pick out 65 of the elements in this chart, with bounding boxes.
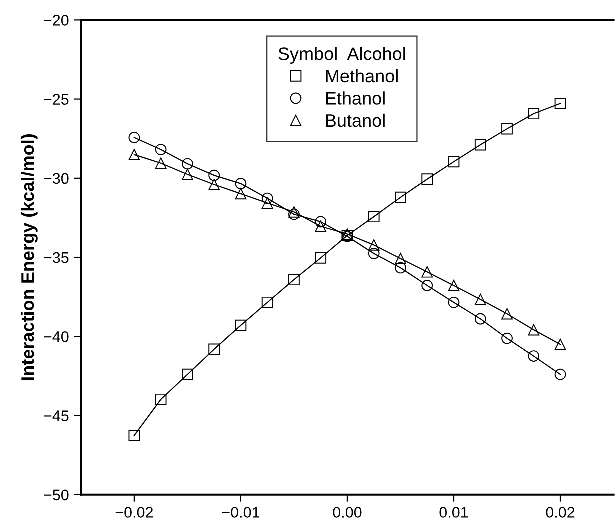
point: [315, 220, 327, 232]
point: [448, 296, 460, 308]
point: [288, 208, 300, 220]
point: [395, 262, 406, 274]
point: [422, 266, 434, 278]
point: [502, 123, 513, 135]
point: [395, 192, 406, 204]
point: [155, 394, 167, 406]
point: [262, 296, 274, 308]
x-tick-label: 0.00: [333, 507, 362, 518]
y-tick-label: −50: [44, 490, 69, 501]
point: [474, 139, 486, 151]
point: [208, 170, 220, 182]
y-tick-label: −30: [44, 173, 69, 184]
point: [368, 211, 380, 223]
point: [502, 308, 513, 320]
point: [262, 192, 274, 204]
point: [288, 274, 300, 286]
point: [554, 368, 566, 380]
point: [128, 149, 140, 161]
point: [235, 178, 247, 190]
point: [128, 132, 140, 144]
x-tick-label: 0.01: [440, 507, 468, 518]
point: [528, 350, 540, 362]
point: [422, 280, 434, 292]
point: [182, 158, 194, 170]
point: [554, 98, 566, 110]
point: [315, 252, 327, 264]
point: [528, 324, 540, 336]
point: [448, 156, 460, 168]
legend-label: Ethanol: [326, 92, 385, 105]
x-tick-label: −0.02: [116, 507, 153, 518]
y-tick-label: −35: [44, 252, 69, 264]
point: [128, 430, 140, 442]
point: [474, 313, 486, 325]
point: [235, 188, 247, 200]
point: [448, 280, 460, 292]
point: [235, 320, 247, 332]
point: [368, 248, 380, 260]
point: [208, 344, 220, 356]
point: [262, 198, 274, 209]
point: [182, 168, 194, 180]
point: [554, 338, 566, 350]
point: [315, 216, 327, 228]
y-tick-label: −25: [44, 94, 69, 105]
y-tick-label: −40: [44, 332, 69, 342]
y-tick-label: −20: [44, 15, 69, 26]
point: [155, 144, 167, 156]
point: [474, 294, 486, 306]
point: [502, 332, 513, 344]
point: [182, 368, 194, 380]
legend-label: Methanol: [326, 69, 398, 83]
point: [208, 179, 220, 190]
point: [422, 174, 434, 186]
point: [155, 158, 167, 170]
x-tick-label: 0.02: [546, 507, 575, 518]
point: [528, 108, 540, 120]
y-axis-title: Interaction Energy (kcal/mol): [20, 134, 38, 380]
x-tick-label: −0.01: [222, 507, 260, 518]
point: [368, 240, 380, 251]
legend-label: Butanol: [326, 114, 385, 128]
point: [395, 253, 406, 264]
legend-title: Symbol Alcohol: [278, 47, 406, 64]
y-tick-label: −45: [44, 410, 69, 422]
point: [288, 206, 300, 218]
